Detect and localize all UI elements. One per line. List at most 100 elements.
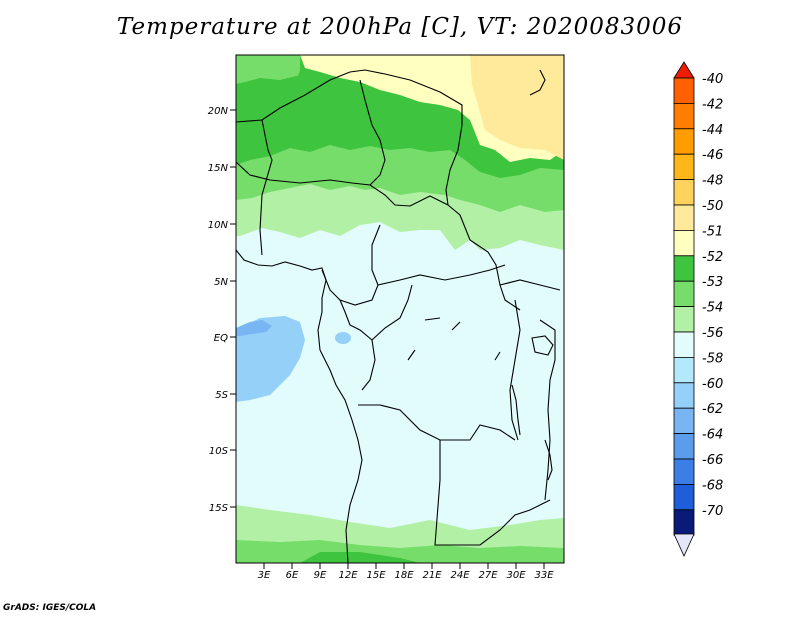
colorbar-box [673,77,695,104]
coast-east-b [407,317,501,361]
colorbar: -40 -42 -44 -46 -48 -50 -51 -52 -53 -54 -56 -58 -60 -… [673,61,723,557]
lat-tick-15n: 15N [208,163,236,174]
border-k [509,299,521,441]
colorbar-box [673,204,695,231]
coast-east-a [529,69,546,96]
lat-tick-15s: 15S [209,503,236,514]
border-j [434,440,551,546]
colorbar-label: -51 [702,224,723,239]
lat-tick-10n: 10N [208,220,236,231]
border-g [339,299,376,391]
lon-tick-30e: 30E [506,563,526,581]
colorbar-label: -53 [702,275,723,290]
field-minus-60-patch [236,320,272,336]
colorbar-box [673,128,695,155]
field-minus-58-patch [236,316,305,402]
border-m [259,119,273,256]
lon-tick-6e: 6E [286,563,299,581]
colorbar-boxes: -40 -42 -44 -46 -48 -50 -51 -52 -53 -54 -56 -58 -60 -… [673,72,723,536]
lon-tick-3e: 3E [258,563,271,581]
lat-tick-eq: EQ [214,333,236,344]
colorbar-box [673,153,695,180]
colorbar-top-arrow [673,61,695,79]
colorbar-label: -70 [702,504,723,519]
colorbar-label: -56 [702,326,723,341]
temperature-field [236,55,564,563]
colorbar-label: -50 [702,199,723,214]
colorbar-box [673,255,695,282]
lat-tick-label: 15N [208,163,229,174]
field-minus-52-south [300,552,420,563]
colorbar-box [673,433,695,460]
lat-tick-label: 5S [215,390,228,401]
lon-tick-label: 12E [338,570,358,581]
lon-tick-21e: 21E [422,563,442,581]
field-minus-53-patch [236,55,300,84]
lon-tick-label: 24E [450,570,470,581]
coastlines-borders [236,69,561,563]
lon-tick-12e: 12E [338,563,358,581]
colorbar-box [673,407,695,435]
colorbar-label: -66 [702,453,723,468]
border-d [447,204,521,311]
lon-tick-label: 6E [286,570,299,581]
colorbar-label: -58 [702,351,723,366]
lat-tick-20n: 20N [208,106,236,117]
colorbar-box [673,382,695,409]
lat-axis: 20N 15N 10N 5N EQ 5S 10S 15S [208,106,236,514]
colorbar-box [673,103,695,130]
lon-tick-label: 33E [534,570,554,581]
border-h [371,284,413,341]
lat-tick-5n: 5N [214,277,236,288]
lake-victoria [531,335,554,356]
lon-tick-label: 3E [258,570,271,581]
colorbar-label: -52 [702,250,723,265]
lon-tick-label: 18E [394,570,414,581]
colorbar-label: -60 [702,377,723,392]
lat-tick-label: 20N [208,106,229,117]
field-minus-58-small [335,332,351,344]
border-n [499,279,561,291]
colorbar-label: -46 [702,148,723,163]
colorbar-label: -42 [702,97,723,112]
lat-tick-label: 15S [209,503,229,514]
colorbar-box [673,331,695,358]
lat-tick-label: 10S [209,446,229,457]
colorbar-box [673,306,695,333]
colorbar-label: -68 [702,478,723,493]
lat-tick-5s: 5S [215,390,236,401]
lon-tick-label: 30E [506,570,526,581]
border-f [377,264,506,286]
colorbar-box [673,229,695,257]
colorbar-box [673,280,695,308]
grads-credit: GrADS: IGES/COLA [3,603,97,613]
lon-tick-27e: 27E [478,563,498,581]
colorbar-label: -44 [702,123,723,138]
border-a [236,69,463,206]
map-title: Temperature at 200hPa [C], VT: 202008300… [116,14,684,40]
colorbar-box [673,179,695,206]
colorbar-box [673,356,695,384]
lon-tick-label: 9E [314,570,327,581]
lon-axis: 3E 6E 9E 12E 15E 18E 21E 24E 27E 30E 33E [258,563,554,581]
lake-malawi [544,439,553,481]
border-e [321,224,381,306]
lon-tick-24e: 24E [450,563,470,581]
lon-tick-18e: 18E [394,563,414,581]
lon-tick-label: 21E [422,570,442,581]
colorbar-label: -40 [702,72,723,87]
lat-tick-10s: 10S [209,446,236,457]
lon-tick-9e: 9E [314,563,327,581]
colorbar-bottom-arrow [673,533,695,557]
lake-tanganyika [511,384,521,436]
field-minus-52-band [290,70,465,140]
colorbar-box [673,483,695,511]
colorbar-label: -64 [702,428,723,443]
colorbar-label: -54 [702,301,723,316]
field-minus-50 [470,55,564,160]
lon-tick-label: 27E [478,570,498,581]
colorbar-box [673,509,695,536]
lon-tick-15e: 15E [366,563,386,581]
colorbar-box [673,458,695,485]
